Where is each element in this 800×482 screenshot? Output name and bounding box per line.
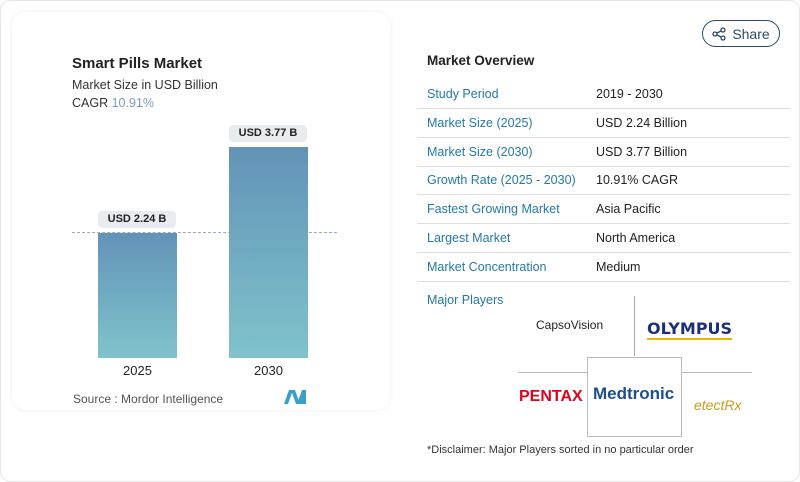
row-label: Largest Market <box>427 231 511 245</box>
cagr-value: 10.91% <box>111 96 155 110</box>
row-label: Market Concentration <box>427 259 547 274</box>
chart-subtitle: Market Size in USD Billion <box>72 78 218 92</box>
overview-row: Market Size (2030) USD 3.77 Billion <box>417 138 790 167</box>
share-label: Share <box>732 25 770 42</box>
row-value: 10.91% CAGR <box>596 173 678 188</box>
share-button[interactable]: Share <box>702 20 780 47</box>
overview-row: Fastest Growing Market Asia Pacific <box>417 195 790 225</box>
chart-card <box>12 12 390 410</box>
row-value: North America <box>596 231 676 245</box>
row-value: USD 3.77 Billion <box>596 144 688 159</box>
etectrx-logo: etectRx <box>694 397 742 413</box>
x-tick-label: 2025 <box>123 363 152 378</box>
row-value: USD 2.24 Billion <box>596 115 688 130</box>
bar-2030 <box>229 146 308 358</box>
pentax-logo: PENTAX <box>519 388 583 405</box>
row-label: Market Size (2030) <box>427 144 533 159</box>
overview-row: Largest Market North America <box>417 224 790 253</box>
overview-row: Growth Rate (2025 - 2030) 10.91% CAGR <box>417 166 790 196</box>
mordor-logo-icon <box>284 390 306 404</box>
chart-cagr: CAGR 10.91% <box>72 96 154 110</box>
row-value: 2019 - 2030 <box>596 87 663 101</box>
chart-source: Source : Mordor Intelligence <box>73 392 223 406</box>
row-value: Asia Pacific <box>596 202 661 217</box>
x-tick-label: 2030 <box>254 363 283 378</box>
source-label: Source : <box>73 392 118 406</box>
overview-title: Market Overview <box>427 53 535 68</box>
divider <box>634 296 635 356</box>
row-label: Study Period <box>427 87 499 101</box>
row-label: Fastest Growing Market <box>427 202 560 217</box>
olympus-logo: OLYMPUS <box>647 319 733 340</box>
data-label: USD 2.24 B <box>98 210 176 228</box>
overview-row: Study Period 2019 - 2030 <box>417 80 790 109</box>
chart-title: Smart Pills Market <box>72 55 203 72</box>
source-value: Mordor Intelligence <box>121 392 224 406</box>
row-label: Growth Rate (2025 - 2030) <box>427 173 576 188</box>
logo-box <box>587 357 682 437</box>
row-value: Medium <box>596 259 641 274</box>
cagr-label: CAGR <box>72 96 109 110</box>
capsovision-logo: CapsoVision <box>536 318 604 332</box>
bar-2025 <box>98 232 177 358</box>
disclaimer: *Disclaimer: Major Players sorted in no … <box>427 444 694 456</box>
medtronic-logo: Medtronic <box>593 384 675 403</box>
major-players-title: Major Players <box>427 293 504 307</box>
overview-row: Market Size (2025) USD 2.24 Billion <box>417 109 790 138</box>
data-label: USD 3.77 B <box>229 124 307 142</box>
overview-row: Market Concentration Medium <box>417 253 790 282</box>
row-label: Market Size (2025) <box>427 115 533 130</box>
reference-line <box>72 232 337 233</box>
share-icon <box>712 26 726 41</box>
